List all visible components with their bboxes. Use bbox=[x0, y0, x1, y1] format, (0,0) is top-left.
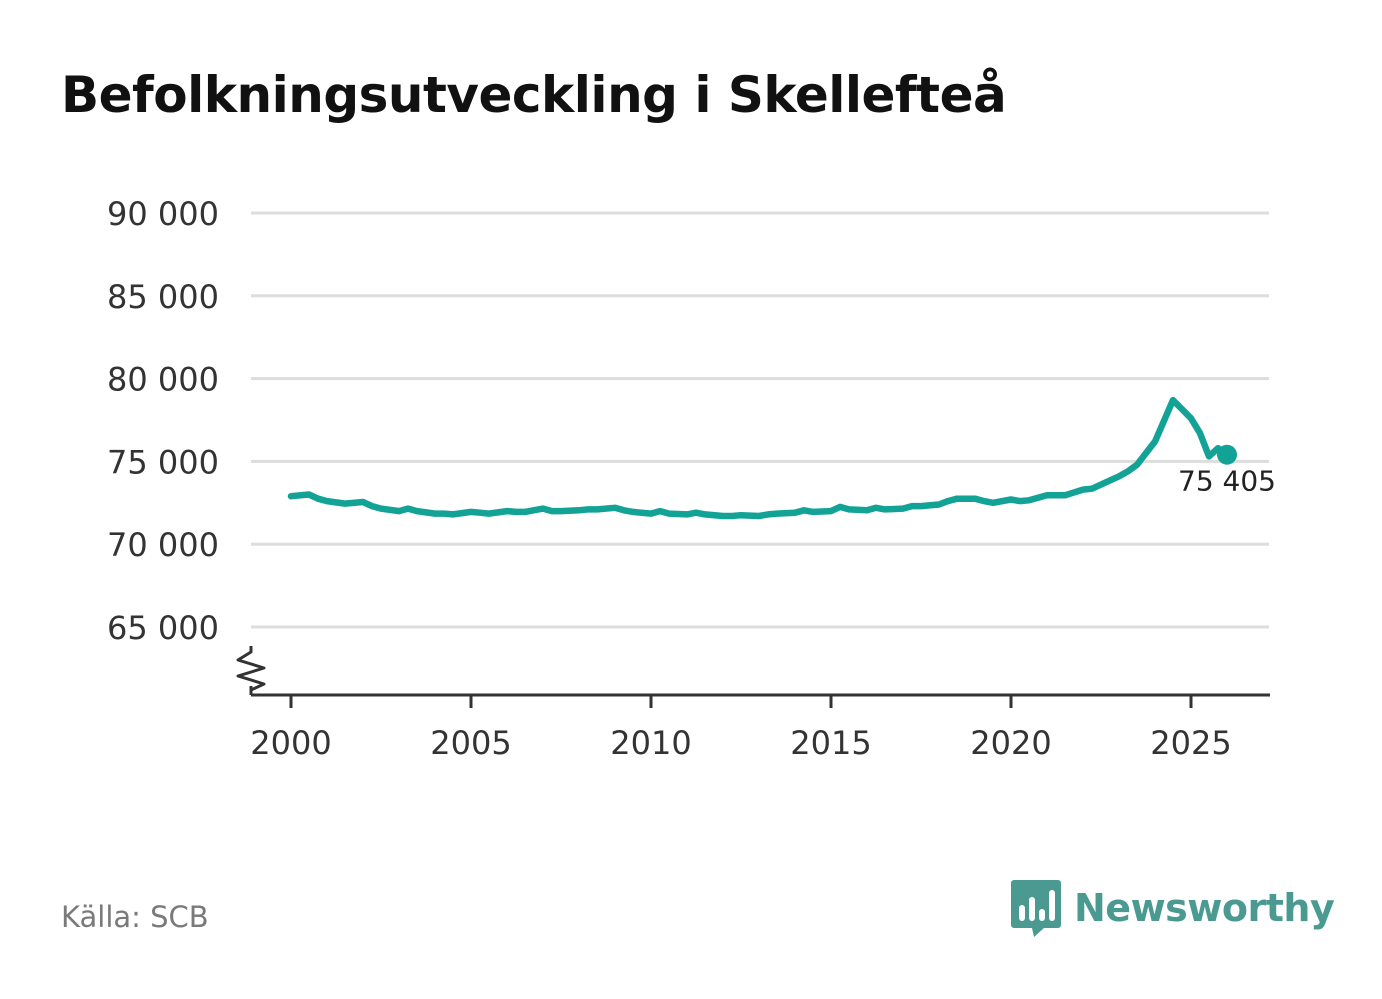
y-tick-label: 65 000 bbox=[107, 609, 219, 647]
x-tick-label: 2005 bbox=[430, 724, 511, 762]
end-value-label: 75 405 bbox=[1178, 465, 1276, 498]
y-axis-ticks: 65 000 70 000 75 000 80 000 85 000 90 000 bbox=[107, 195, 219, 647]
y-tick-label: 80 000 bbox=[107, 361, 219, 399]
axis-break-icon bbox=[236, 646, 266, 695]
chart-title: Befolkningsutveckling i Skellefteå bbox=[61, 66, 1007, 124]
y-tick-label: 85 000 bbox=[107, 278, 219, 316]
x-tick-label: 2025 bbox=[1150, 724, 1231, 762]
x-axis bbox=[236, 646, 1270, 697]
brand-logo: Newsworthy bbox=[1010, 878, 1335, 938]
x-tick-label: 2015 bbox=[790, 724, 871, 762]
brand-name: Newsworthy bbox=[1074, 886, 1335, 930]
end-point-marker bbox=[1217, 444, 1237, 465]
gridlines bbox=[251, 211, 1269, 629]
x-axis-ticks: 2000 2005 2010 2015 2020 2025 bbox=[250, 695, 1232, 762]
x-tick-label: 2020 bbox=[970, 724, 1051, 762]
x-tick-label: 2000 bbox=[250, 724, 331, 762]
series-line bbox=[287, 396, 1231, 520]
x-tick-label: 2010 bbox=[610, 724, 691, 762]
y-tick-label: 70 000 bbox=[107, 526, 219, 564]
source-note: Källa: SCB bbox=[61, 900, 209, 934]
series-layer: 75 405 bbox=[287, 396, 1276, 520]
bar-chart-speech-bubble-icon bbox=[1011, 880, 1061, 937]
y-tick-label: 75 000 bbox=[107, 443, 219, 481]
y-tick-label: 90 000 bbox=[107, 195, 219, 233]
